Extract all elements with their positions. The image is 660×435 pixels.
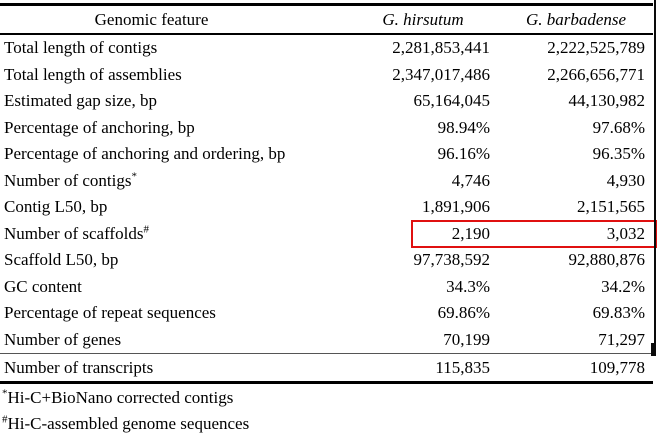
hirsutum-value-cell: 65,164,045 xyxy=(413,91,491,111)
feature-label: Number of contigs xyxy=(4,170,132,190)
feature-cell: Number of genes xyxy=(0,327,325,354)
barbadense-value-cell: 2,151,565 xyxy=(577,197,645,217)
table-row: GC content 34.3% 34.2% xyxy=(0,274,653,301)
column-header-genomic-feature: Genomic feature xyxy=(0,4,325,35)
hirsutum-value-cell: 2,347,017,486 xyxy=(392,64,490,84)
feature-cell: Percentage of repeat sequences xyxy=(0,300,325,327)
feature-label: GC content xyxy=(4,276,82,296)
feature-label: Estimated gap size, bp xyxy=(4,91,157,111)
hirsutum-value-cell: 96.16% xyxy=(437,144,490,164)
column-header-g-hirsutum: G. hirsutum xyxy=(325,4,495,35)
hirsutum-value-cell: 69.86% xyxy=(437,303,490,323)
barbadense-value-cell: 3,032 xyxy=(606,223,645,243)
barbadense-value-cell: 34.2% xyxy=(601,276,645,296)
hirsutum-value-cell: 34.3% xyxy=(446,276,490,296)
feature-cell: Total length of contigs xyxy=(0,34,325,62)
table-row: Number of transcripts 115,835 109,778 xyxy=(0,353,653,383)
table-row: Percentage of anchoring, bp 98.94% 97.68% xyxy=(0,115,653,142)
footnote-marker: * xyxy=(131,170,137,183)
feature-cell: Total length of assemblies xyxy=(0,62,325,89)
barbadense-value-cell: 71,297 xyxy=(598,329,645,349)
feature-label: Percentage of anchoring and ordering, bp xyxy=(4,144,286,164)
feature-label: Contig L50, bp xyxy=(4,197,108,217)
feature-cell: Contig L50, bp xyxy=(0,194,325,221)
footnote-marker: # xyxy=(143,223,149,236)
barbadense-value-cell: 97.68% xyxy=(592,117,645,137)
table-row: Number of contigs* 4,746 4,930 xyxy=(0,168,653,195)
barbadense-value-cell: 109,778 xyxy=(495,353,653,383)
footnotes: *Hi-C+BioNano corrected contigs #Hi-C-as… xyxy=(2,385,249,435)
barbadense-value-cell: 2,222,525,789 xyxy=(547,38,645,58)
barbadense-value-cell: 4,930 xyxy=(606,170,645,190)
feature-label: Number of scaffolds xyxy=(4,223,144,243)
feature-cell: Percentage of anchoring, bp xyxy=(0,115,325,142)
page-edge-line xyxy=(654,0,656,343)
feature-cell: GC content xyxy=(0,274,325,301)
barbadense-value-cell: 2,266,656,771 xyxy=(547,64,645,84)
table-row: Scaffold L50, bp 97,738,592 92,880,876 xyxy=(0,247,653,274)
hirsutum-value-cell: 97,738,592 xyxy=(413,250,491,270)
feature-cell: Percentage of anchoring and ordering, bp xyxy=(0,141,325,168)
barbadense-value-cell: 44,130,982 xyxy=(568,91,646,111)
feature-cell: Number of contigs* xyxy=(0,168,325,195)
feature-cell: Estimated gap size, bp xyxy=(0,88,325,115)
column-header-g-barbadense: G. barbadense xyxy=(495,4,653,35)
asterisk-marker: * xyxy=(2,387,8,400)
feature-label: Total length of contigs xyxy=(4,38,158,58)
table-row: Percentage of anchoring and ordering, bp… xyxy=(0,141,653,168)
table-row: Number of scaffolds# 2,190 3,032 xyxy=(0,221,653,248)
footnote-hash: #Hi-C-assembled genome sequences xyxy=(2,411,249,435)
footnote-asterisk-text: Hi-C+BioNano corrected contigs xyxy=(7,388,234,407)
footnote-hash-text: Hi-C-assembled genome sequences xyxy=(7,414,250,433)
feature-label: Percentage of anchoring, bp xyxy=(4,117,195,137)
feature-cell: Scaffold L50, bp xyxy=(0,247,325,274)
feature-label: Number of genes xyxy=(4,329,122,349)
hirsutum-value-cell: 98.94% xyxy=(437,117,490,137)
hirsutum-value-cell: 2,190 xyxy=(451,223,490,243)
feature-cell: Number of transcripts xyxy=(0,353,325,383)
table-body: Total length of contigs 2,281,853,441 2,22… xyxy=(0,34,653,383)
page-edge-mark xyxy=(651,343,656,356)
table-row: Total length of assemblies 2,347,017,486 2… xyxy=(0,62,653,89)
hash-marker: # xyxy=(2,413,8,426)
feature-cell: Number of scaffolds# xyxy=(0,221,325,248)
barbadense-value-cell: 96.35% xyxy=(592,144,645,164)
footnote-asterisk: *Hi-C+BioNano corrected contigs xyxy=(2,385,249,411)
hirsutum-value-cell: 70,199 xyxy=(443,329,490,349)
feature-label: Number of transcripts xyxy=(4,357,154,377)
hirsutum-value-cell: 1,891,906 xyxy=(422,197,490,217)
hirsutum-value-cell: 2,281,853,441 xyxy=(392,38,490,58)
table-row: Percentage of repeat sequences 69.86% 69.8… xyxy=(0,300,653,327)
feature-label: Total length of assemblies xyxy=(4,64,182,84)
table-row: Contig L50, bp 1,891,906 2,151,565 xyxy=(0,194,653,221)
barbadense-value-cell: 92,880,876 xyxy=(568,250,646,270)
table-row: Estimated gap size, bp 65,164,045 44,130,9… xyxy=(0,88,653,115)
genomic-feature-table: Genomic feature G. hirsutum G. barbadens… xyxy=(0,3,653,384)
feature-label: Scaffold L50, bp xyxy=(4,250,119,270)
header-row: Genomic feature G. hirsutum G. barbadens… xyxy=(0,4,653,35)
table-row: Number of genes 70,199 71,297 xyxy=(0,327,653,354)
hirsutum-value-cell: 4,746 xyxy=(451,170,490,190)
barbadense-value-cell: 69.83% xyxy=(592,303,645,323)
feature-label: Percentage of repeat sequences xyxy=(4,303,216,323)
table-row: Total length of contigs 2,281,853,441 2,22… xyxy=(0,34,653,62)
hirsutum-value-cell: 115,835 xyxy=(325,353,495,383)
